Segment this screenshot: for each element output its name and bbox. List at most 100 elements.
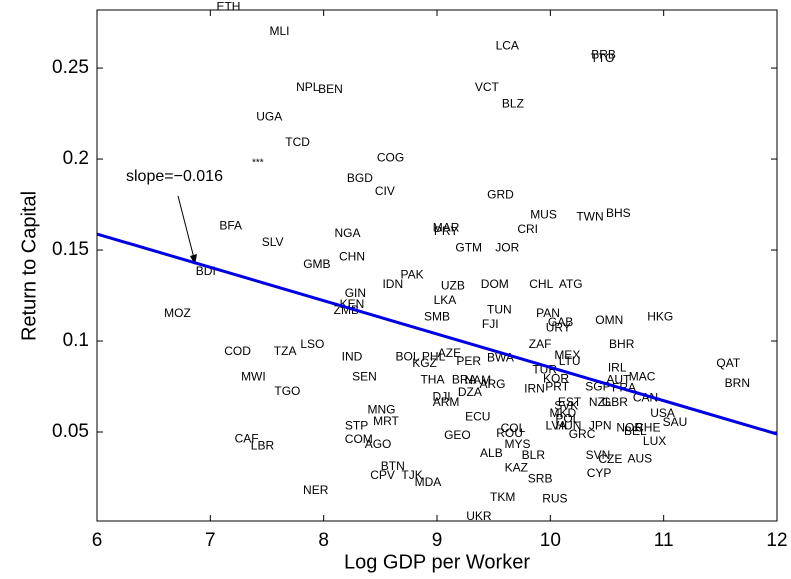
fit-line — [96, 232, 778, 436]
country-point: GRC — [569, 427, 596, 441]
country-point: MOZ — [164, 306, 191, 320]
country-point: UKR — [466, 509, 492, 523]
country-point: URY — [546, 320, 571, 334]
country-point: GTM — [455, 240, 482, 254]
country-point: BEN — [318, 82, 343, 96]
country-point: STP — [345, 419, 368, 433]
country-point: LTU — [559, 354, 581, 368]
country-point: CHN — [339, 249, 365, 263]
country-point: BRN — [725, 376, 750, 390]
country-point: PAN — [536, 306, 560, 320]
country-point: CHL — [529, 277, 553, 291]
y-tick-label: 0.2 — [63, 148, 89, 169]
country-point: PHL — [422, 350, 446, 364]
country-point: ROU — [496, 426, 523, 440]
country-point: TKM — [490, 490, 515, 504]
country-point: SRB — [528, 471, 553, 485]
country-point: CIV — [375, 184, 395, 198]
country-point: THA — [420, 372, 444, 386]
country-point: BHS — [606, 206, 631, 220]
country-point: PER — [456, 354, 481, 368]
country-point: HKG — [647, 310, 673, 324]
country-point: TCD — [285, 135, 310, 149]
country-point: GAB — [548, 315, 573, 329]
x-tick-label: 12 — [766, 530, 787, 551]
country-point: UZB — [441, 279, 465, 293]
country-point: QAT — [716, 356, 740, 370]
country-point: SAU — [663, 415, 688, 429]
country-point: ZAF — [529, 337, 552, 351]
country-point: BLR — [522, 448, 546, 462]
country-point: TTO — [591, 51, 615, 65]
country-point: TWN — [576, 209, 603, 223]
x-tick-label: 10 — [540, 530, 561, 551]
country-point: OMN — [595, 313, 623, 327]
country-point: COD — [224, 344, 251, 358]
country-point: COM — [345, 432, 373, 446]
country-point: FJI — [482, 317, 499, 331]
country-point: DZA — [458, 385, 482, 399]
annotation: slope=−0.016 — [126, 168, 223, 185]
country-point: COL — [501, 421, 526, 435]
country-point: MEX — [554, 348, 580, 362]
country-point: MRT — [373, 414, 399, 428]
x-tick-label: 11 — [654, 530, 674, 551]
country-point: GIN — [345, 286, 366, 300]
country-point: BOL — [396, 350, 420, 364]
country-point: TZA — [274, 344, 297, 358]
country-point: LBR — [251, 439, 275, 453]
country-point: BRB — [591, 47, 616, 61]
country-point: CHE — [635, 421, 660, 435]
country-point: SVN — [586, 448, 611, 462]
x-tick-label: 7 — [205, 530, 216, 551]
country-point: BHR — [609, 337, 635, 351]
country-point: LKA — [434, 293, 457, 307]
country-point: MUS — [530, 208, 557, 222]
country-point: GEO — [444, 428, 471, 442]
country-point: TUR — [532, 362, 557, 376]
annotation-significance: *** — [252, 158, 264, 169]
country-point: RUS — [542, 492, 567, 506]
country-point: IRN — [524, 381, 545, 395]
country-point: TUN — [487, 302, 512, 316]
country-point: DOM — [481, 277, 509, 291]
x-axis-label: Log GDP per Worker — [344, 551, 530, 573]
country-point: VCT — [475, 80, 500, 94]
country-point: PAK — [401, 268, 424, 282]
country-point: MKD — [549, 406, 576, 420]
country-point: SEN — [352, 370, 377, 384]
country-point: BFA — [219, 219, 242, 233]
country-point: PRT — [545, 380, 569, 394]
country-point: MAC — [629, 370, 656, 384]
country-point: DJI — [433, 390, 451, 404]
country-point: BLZ — [502, 97, 524, 111]
country-point: BRA — [452, 372, 477, 386]
country-point: UGA — [256, 109, 282, 123]
country-point: JOR — [495, 240, 519, 254]
annotation-arrow — [177, 195, 196, 263]
country-point: NAM — [464, 373, 491, 387]
country-point: SMB — [424, 310, 450, 324]
y-tick-label: 0.25 — [52, 57, 89, 78]
country-point: LCA — [496, 38, 519, 52]
country-point: COG — [377, 150, 404, 164]
country-point: USA — [650, 406, 675, 420]
country-point: IRL — [608, 360, 627, 374]
country-point: ALB — [480, 446, 503, 460]
country-point: CRI — [517, 222, 538, 236]
country-point: GMB — [303, 257, 330, 271]
y-tick-label: 0.05 — [52, 421, 89, 442]
country-point: CPV — [370, 468, 395, 482]
country-point: CAF — [235, 431, 259, 445]
country-point: GRD — [487, 188, 514, 202]
x-tick-label: 6 — [92, 530, 103, 551]
y-axis-label: Return to Capital — [18, 191, 40, 341]
country-point: AGO — [365, 437, 392, 451]
y-tick-label: 0.15 — [52, 239, 89, 260]
country-point: TGO — [274, 384, 300, 398]
y-tick-label: 0.1 — [63, 330, 89, 351]
country-point: AZE — [438, 346, 461, 360]
country-point: MWI — [241, 370, 266, 384]
country-point: AUT — [606, 372, 631, 386]
